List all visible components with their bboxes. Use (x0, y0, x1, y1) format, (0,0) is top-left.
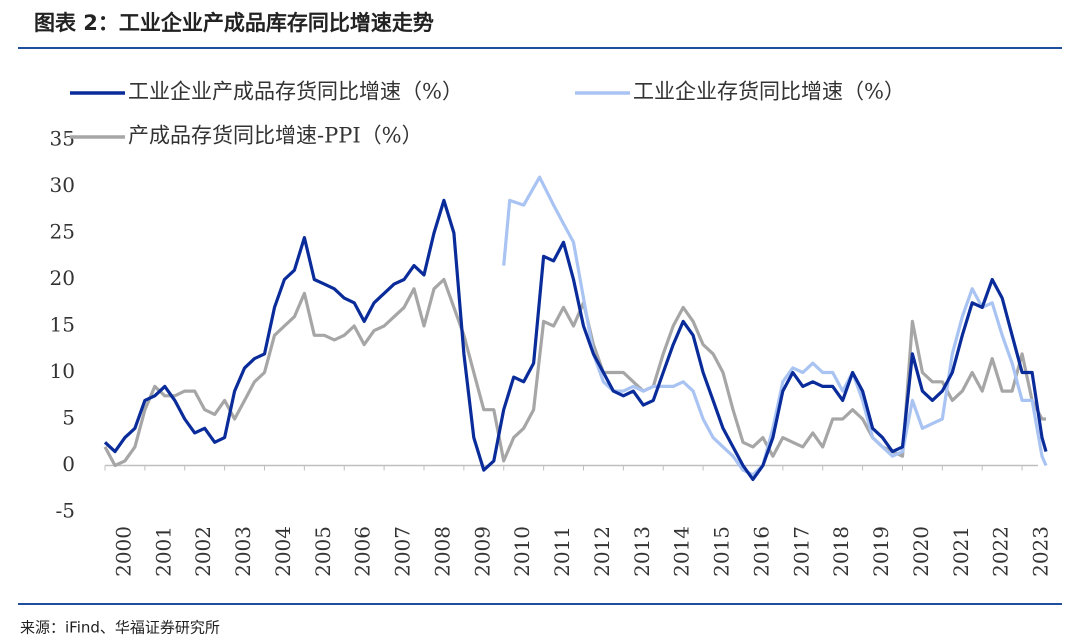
legend-label: 工业企业存货同比增速（%） (633, 80, 905, 104)
y-tick-label: 20 (50, 266, 75, 290)
x-tick-label: 2001 (151, 526, 175, 577)
x-tick-label: 2010 (510, 526, 534, 577)
x-tick-label: 2018 (829, 526, 853, 577)
legend-label: 工业企业产成品存货同比增速（%） (128, 80, 463, 104)
series-line (502, 175, 1048, 477)
source: 来源：iFind、华福证券研究所 (20, 619, 220, 637)
x-tick-label: 2008 (430, 526, 454, 577)
x-tick-label: 2020 (909, 526, 933, 577)
x-tick-label: 2002 (191, 526, 215, 577)
legend-label: 产成品存货同比增速-PPI（%） (128, 124, 423, 148)
x-tick-label: 2011 (550, 526, 574, 577)
x-tick-label: 2015 (710, 526, 734, 577)
series-line (103, 198, 1048, 481)
x-tick-label: 2021 (949, 526, 973, 577)
chart-title: 图表 2：工业企业产成品库存同比增速走势 (34, 11, 434, 35)
x-tick-label: 2017 (789, 526, 813, 577)
x-tick-label: 2014 (670, 526, 694, 577)
x-tick-label: 2019 (869, 526, 893, 577)
y-tick-label: -5 (56, 499, 75, 523)
x-tick-label: 2007 (391, 526, 415, 577)
x-tick-label: 2000 (112, 526, 136, 577)
x-tick-label: 2022 (989, 526, 1013, 577)
y-tick-label: 5 (62, 406, 75, 430)
x-tick-label: 2016 (749, 526, 773, 577)
x-tick-label: 2005 (311, 526, 335, 577)
y-tick-label: 25 (50, 220, 75, 244)
y-tick-label: 15 (50, 313, 75, 337)
x-tick-label: 2013 (630, 526, 654, 577)
x-tick-label: 2023 (1029, 526, 1053, 577)
x-tick-label: 2003 (231, 526, 255, 577)
x-tick-label: 2009 (470, 526, 494, 577)
y-tick-label: 10 (50, 359, 75, 383)
x-tick-label: 2012 (590, 526, 614, 577)
x-tick-label: 2006 (351, 526, 375, 577)
x-tick-label: 2004 (271, 526, 295, 577)
y-tick-label: 0 (62, 452, 75, 476)
y-tick-label: 30 (50, 173, 75, 197)
